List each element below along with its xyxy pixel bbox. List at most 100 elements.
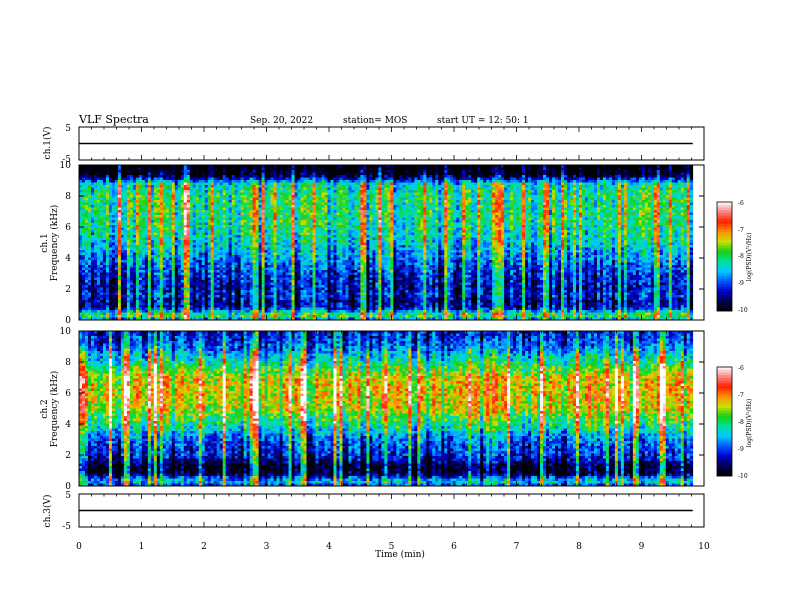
ch1-spectrogram-cell bbox=[112, 258, 115, 261]
ch1-spectrogram-cell bbox=[166, 280, 169, 283]
ch1-spectrogram-cell bbox=[181, 218, 184, 221]
ch1-spectrogram-cell bbox=[136, 253, 139, 256]
ch1-spectrogram-cell bbox=[169, 228, 172, 231]
ch1-spectrogram-cell bbox=[235, 235, 238, 238]
ch1-spectrogram-cell bbox=[187, 283, 190, 286]
ch1-spectrogram-cell bbox=[250, 310, 253, 313]
ch1-spectrogram-cell bbox=[94, 285, 97, 288]
ch1-spectrogram-cell bbox=[184, 268, 187, 271]
ch1-spectrogram-cell bbox=[304, 293, 307, 296]
ch1-spectrogram-cell bbox=[262, 240, 265, 243]
ch1-spectrogram-cell bbox=[241, 198, 244, 201]
ch1-spectrogram-cell bbox=[163, 308, 166, 311]
ch1-spectrogram-cell bbox=[145, 260, 148, 263]
ch1-spectrogram-cell bbox=[271, 265, 274, 268]
ch1-spectrogram-cell bbox=[274, 230, 277, 233]
ch1-spectrogram-cell bbox=[202, 315, 205, 318]
ch1-spectrogram-cell bbox=[247, 300, 250, 303]
ch1-spectrogram-cell bbox=[163, 310, 166, 313]
ch1-spectrogram-cell bbox=[271, 303, 274, 306]
ch1-spectrogram-cell bbox=[223, 245, 226, 248]
ch1-spectrogram-cell bbox=[175, 195, 178, 198]
ch1-spectrogram-cell bbox=[253, 210, 256, 213]
ch1-spectrogram-cell bbox=[307, 238, 310, 241]
ch1-spectrogram-cell bbox=[238, 265, 241, 268]
ch1-spectrogram-cell bbox=[208, 310, 211, 313]
ch1-spectrogram-cell bbox=[124, 185, 127, 188]
ch1-spectrogram-cell bbox=[304, 238, 307, 241]
ch1-spectrogram-cell bbox=[217, 285, 220, 288]
ch1-spectrogram-cell bbox=[88, 265, 91, 268]
ch1-spectrogram-cell bbox=[106, 285, 109, 288]
ch1-spectrogram-cell bbox=[205, 185, 208, 188]
ch1-spectrogram-cell bbox=[244, 265, 247, 268]
ch1-spectrogram-cell bbox=[253, 235, 256, 238]
ch1-spectrogram-cell bbox=[178, 240, 181, 243]
ch1-spectrogram-cell bbox=[151, 215, 154, 218]
ch1-spectrogram-cell bbox=[178, 243, 181, 246]
ch1-spectrogram-cell bbox=[247, 210, 250, 213]
ch1-spectrogram-cell bbox=[232, 178, 235, 181]
ch1-spectrogram-cell bbox=[88, 273, 91, 276]
ch1-spectrogram-cell bbox=[163, 293, 166, 296]
ch1-spectrogram-cell bbox=[88, 308, 91, 311]
ch1-spectrogram-cell bbox=[133, 298, 136, 301]
ch1-spectrogram-cell bbox=[127, 268, 130, 271]
ch1-spectrogram-cell bbox=[256, 303, 259, 306]
ch1-spectrogram-cell bbox=[196, 198, 199, 201]
ch1-spectrogram-cell bbox=[298, 315, 301, 318]
ch1-spectrogram-cell bbox=[151, 223, 154, 226]
ch1-spectrogram-cell bbox=[259, 180, 262, 183]
ch1-spectrogram-cell bbox=[163, 248, 166, 251]
ch1-spectrogram-cell bbox=[79, 315, 82, 318]
ch1-spectrogram-cell bbox=[166, 285, 169, 288]
ch1-spectrogram-cell bbox=[295, 263, 298, 266]
ch1-spectrogram-cell bbox=[106, 275, 109, 278]
ch1-spectrogram-cell bbox=[277, 308, 280, 311]
ch1-spectrogram-cell bbox=[205, 235, 208, 238]
ch1-spectrogram-cell bbox=[97, 230, 100, 233]
ch1-spectrogram-cell bbox=[211, 315, 214, 318]
ch1-spectrogram-cell bbox=[250, 305, 253, 308]
ch1-spectrogram-cell bbox=[262, 210, 265, 213]
ch1-spectrogram-cell bbox=[169, 283, 172, 286]
ch1-spectrogram-cell bbox=[301, 275, 304, 278]
ch1-spectrogram-cell bbox=[97, 188, 100, 191]
ch1-spectrogram-cell bbox=[256, 200, 259, 203]
ch1-spectrogram-cell bbox=[94, 295, 97, 298]
ch1-spectrogram-cell bbox=[175, 203, 178, 206]
ch1-spectrogram-cell bbox=[178, 178, 181, 181]
ch1-spectrogram-cell bbox=[121, 193, 124, 196]
ch1-spectrogram-cell bbox=[118, 215, 121, 218]
ch1-spectrogram-cell bbox=[151, 293, 154, 296]
ch1-spectrogram-cell bbox=[235, 260, 238, 263]
ch1-spectrogram-cell bbox=[91, 175, 94, 178]
ch1-spectrogram-cell bbox=[232, 285, 235, 288]
ch1-spectrogram-cell bbox=[145, 215, 148, 218]
ch1-spectrogram-cell bbox=[79, 255, 82, 258]
ch1-spectrogram-cell bbox=[196, 305, 199, 308]
ch1-spectrogram-cell bbox=[100, 303, 103, 306]
ch1-spectrogram-cell bbox=[100, 200, 103, 203]
ch1-spectrogram-cell bbox=[196, 213, 199, 216]
ch1-spectrogram-cell bbox=[160, 168, 163, 171]
ch1-spectrogram-cell bbox=[106, 288, 109, 291]
ch1-spectrogram-cell bbox=[235, 213, 238, 216]
ch1-spectrogram-cell bbox=[301, 210, 304, 213]
ch1-spectrogram-cell bbox=[283, 228, 286, 231]
ch1-spectrogram-cell bbox=[85, 220, 88, 223]
ch1-spectrogram-cell bbox=[256, 210, 259, 213]
ch1-spectrogram-cell bbox=[247, 305, 250, 308]
ch1-spectrogram-cell bbox=[307, 258, 310, 261]
ch1-spectrogram-cell bbox=[94, 240, 97, 243]
ch1-spectrogram-cell bbox=[190, 298, 193, 301]
ch1-spectrogram-cell bbox=[214, 188, 217, 191]
ch1-spectrogram-cell bbox=[286, 255, 289, 258]
ch1-spectrogram-cell bbox=[250, 233, 253, 236]
ch1-spectrogram-cell bbox=[256, 188, 259, 191]
ch1-spectrogram-cell bbox=[232, 210, 235, 213]
ch1-spectrogram-cell bbox=[151, 300, 154, 303]
ch1-spectrogram-cell bbox=[235, 285, 238, 288]
ch1-spectrogram-cell bbox=[202, 270, 205, 273]
ch1-spectrogram-cell bbox=[100, 293, 103, 296]
